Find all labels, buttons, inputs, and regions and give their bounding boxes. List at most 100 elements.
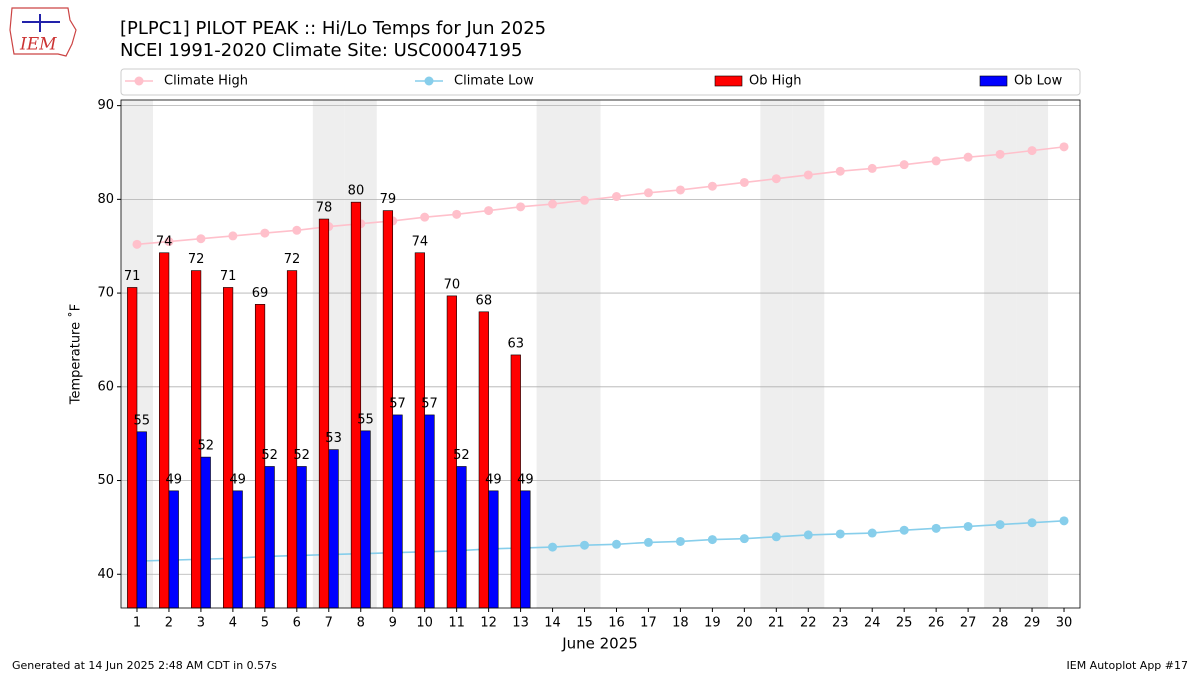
highlight-band [760,100,793,608]
y-tick-label: 90 [97,98,114,113]
bar [222,287,234,609]
point [1059,142,1069,152]
point [739,177,749,187]
highlight-band [792,100,825,608]
highlight-band [568,100,601,608]
x-tick-label: 3 [197,616,205,631]
data-label: 57 [389,396,406,411]
point [611,539,621,549]
data-label: 69 [252,286,269,301]
bar [232,490,243,609]
data-label: 52 [453,448,470,463]
point [452,209,462,219]
chart-subtitle: NCEI 1991-2020 Climate Site: USC00047195 [120,40,522,61]
x-tick-label: 21 [768,616,785,631]
point [931,523,941,533]
point [931,156,941,166]
bar [286,270,298,609]
x-tick-label: 14 [544,616,561,631]
data-label: 80 [348,184,365,199]
point [548,542,558,552]
point [835,166,845,176]
y-tick-label: 50 [97,473,114,488]
line [136,146,1065,246]
data-label: 71 [220,269,237,284]
x-tick-label: 12 [480,616,497,631]
x-tick-label: 7 [325,616,333,631]
x-tick-label: 2 [165,616,173,631]
y-tick-label: 80 [97,192,114,207]
point [739,534,749,544]
data-label: 49 [485,472,502,487]
point [963,521,973,531]
bar [296,466,307,609]
x-tick-label: 9 [389,616,397,631]
point [1027,146,1037,156]
point [899,160,909,170]
data-label: 52 [261,448,278,463]
footer-right: IEM Autoplot App #17 [1067,659,1189,672]
data-label: 49 [229,472,246,487]
point [643,188,653,198]
chart-title: [PLPC1] PILOT PEAK :: Hi/Lo Temps for Ju… [120,18,546,39]
point [867,163,877,173]
y-tick-label: 60 [97,379,114,394]
data-label: 52 [293,448,310,463]
point [803,170,813,180]
x-tick-label: 8 [357,616,365,631]
point [196,234,206,244]
x-tick-label: 11 [448,616,465,631]
legend-marker [134,76,144,86]
bar [424,414,435,609]
point [707,535,717,545]
x-tick-label: 22 [800,616,817,631]
point [771,174,781,184]
point [835,529,845,539]
point [516,202,526,212]
data-label: 49 [517,472,534,487]
data-label: 71 [124,269,141,284]
data-label: 55 [357,412,374,427]
bar [328,449,339,609]
bar [136,431,147,609]
point [132,239,142,249]
data-label: 78 [316,201,333,216]
legend-label: Ob High [749,74,802,89]
bar [488,490,499,609]
point [643,537,653,547]
x-tick-label: 18 [672,616,689,631]
bar [200,456,211,609]
bar [350,201,362,609]
x-tick-label: 26 [928,616,945,631]
bar [520,490,531,609]
point [1059,516,1069,526]
data-label: 68 [476,293,493,308]
x-tick-label: 13 [512,616,529,631]
x-tick-label: 28 [992,616,1009,631]
plot-frame [120,99,1081,609]
x-axis-label: June 2025 [561,635,638,653]
point [963,152,973,162]
legend-label: Climate Low [454,74,534,89]
point [995,149,1005,159]
data-label: 49 [165,472,182,487]
bar [127,287,138,609]
point [611,192,621,202]
legend-marker [424,76,434,86]
data-label: 55 [134,413,151,428]
x-tick-label: 6 [293,616,301,631]
highlight-band [1016,100,1049,608]
x-tick-label: 15 [576,616,593,631]
data-label: 79 [380,192,397,207]
point [1027,518,1037,528]
bar [360,430,371,609]
data-label: 74 [412,234,429,249]
x-tick-label: 17 [640,616,657,631]
x-tick-label: 1 [133,616,141,631]
highlight-band [984,100,1017,608]
bar [456,466,467,609]
bar [478,311,489,609]
data-label: 72 [284,252,301,267]
bar [168,490,179,609]
